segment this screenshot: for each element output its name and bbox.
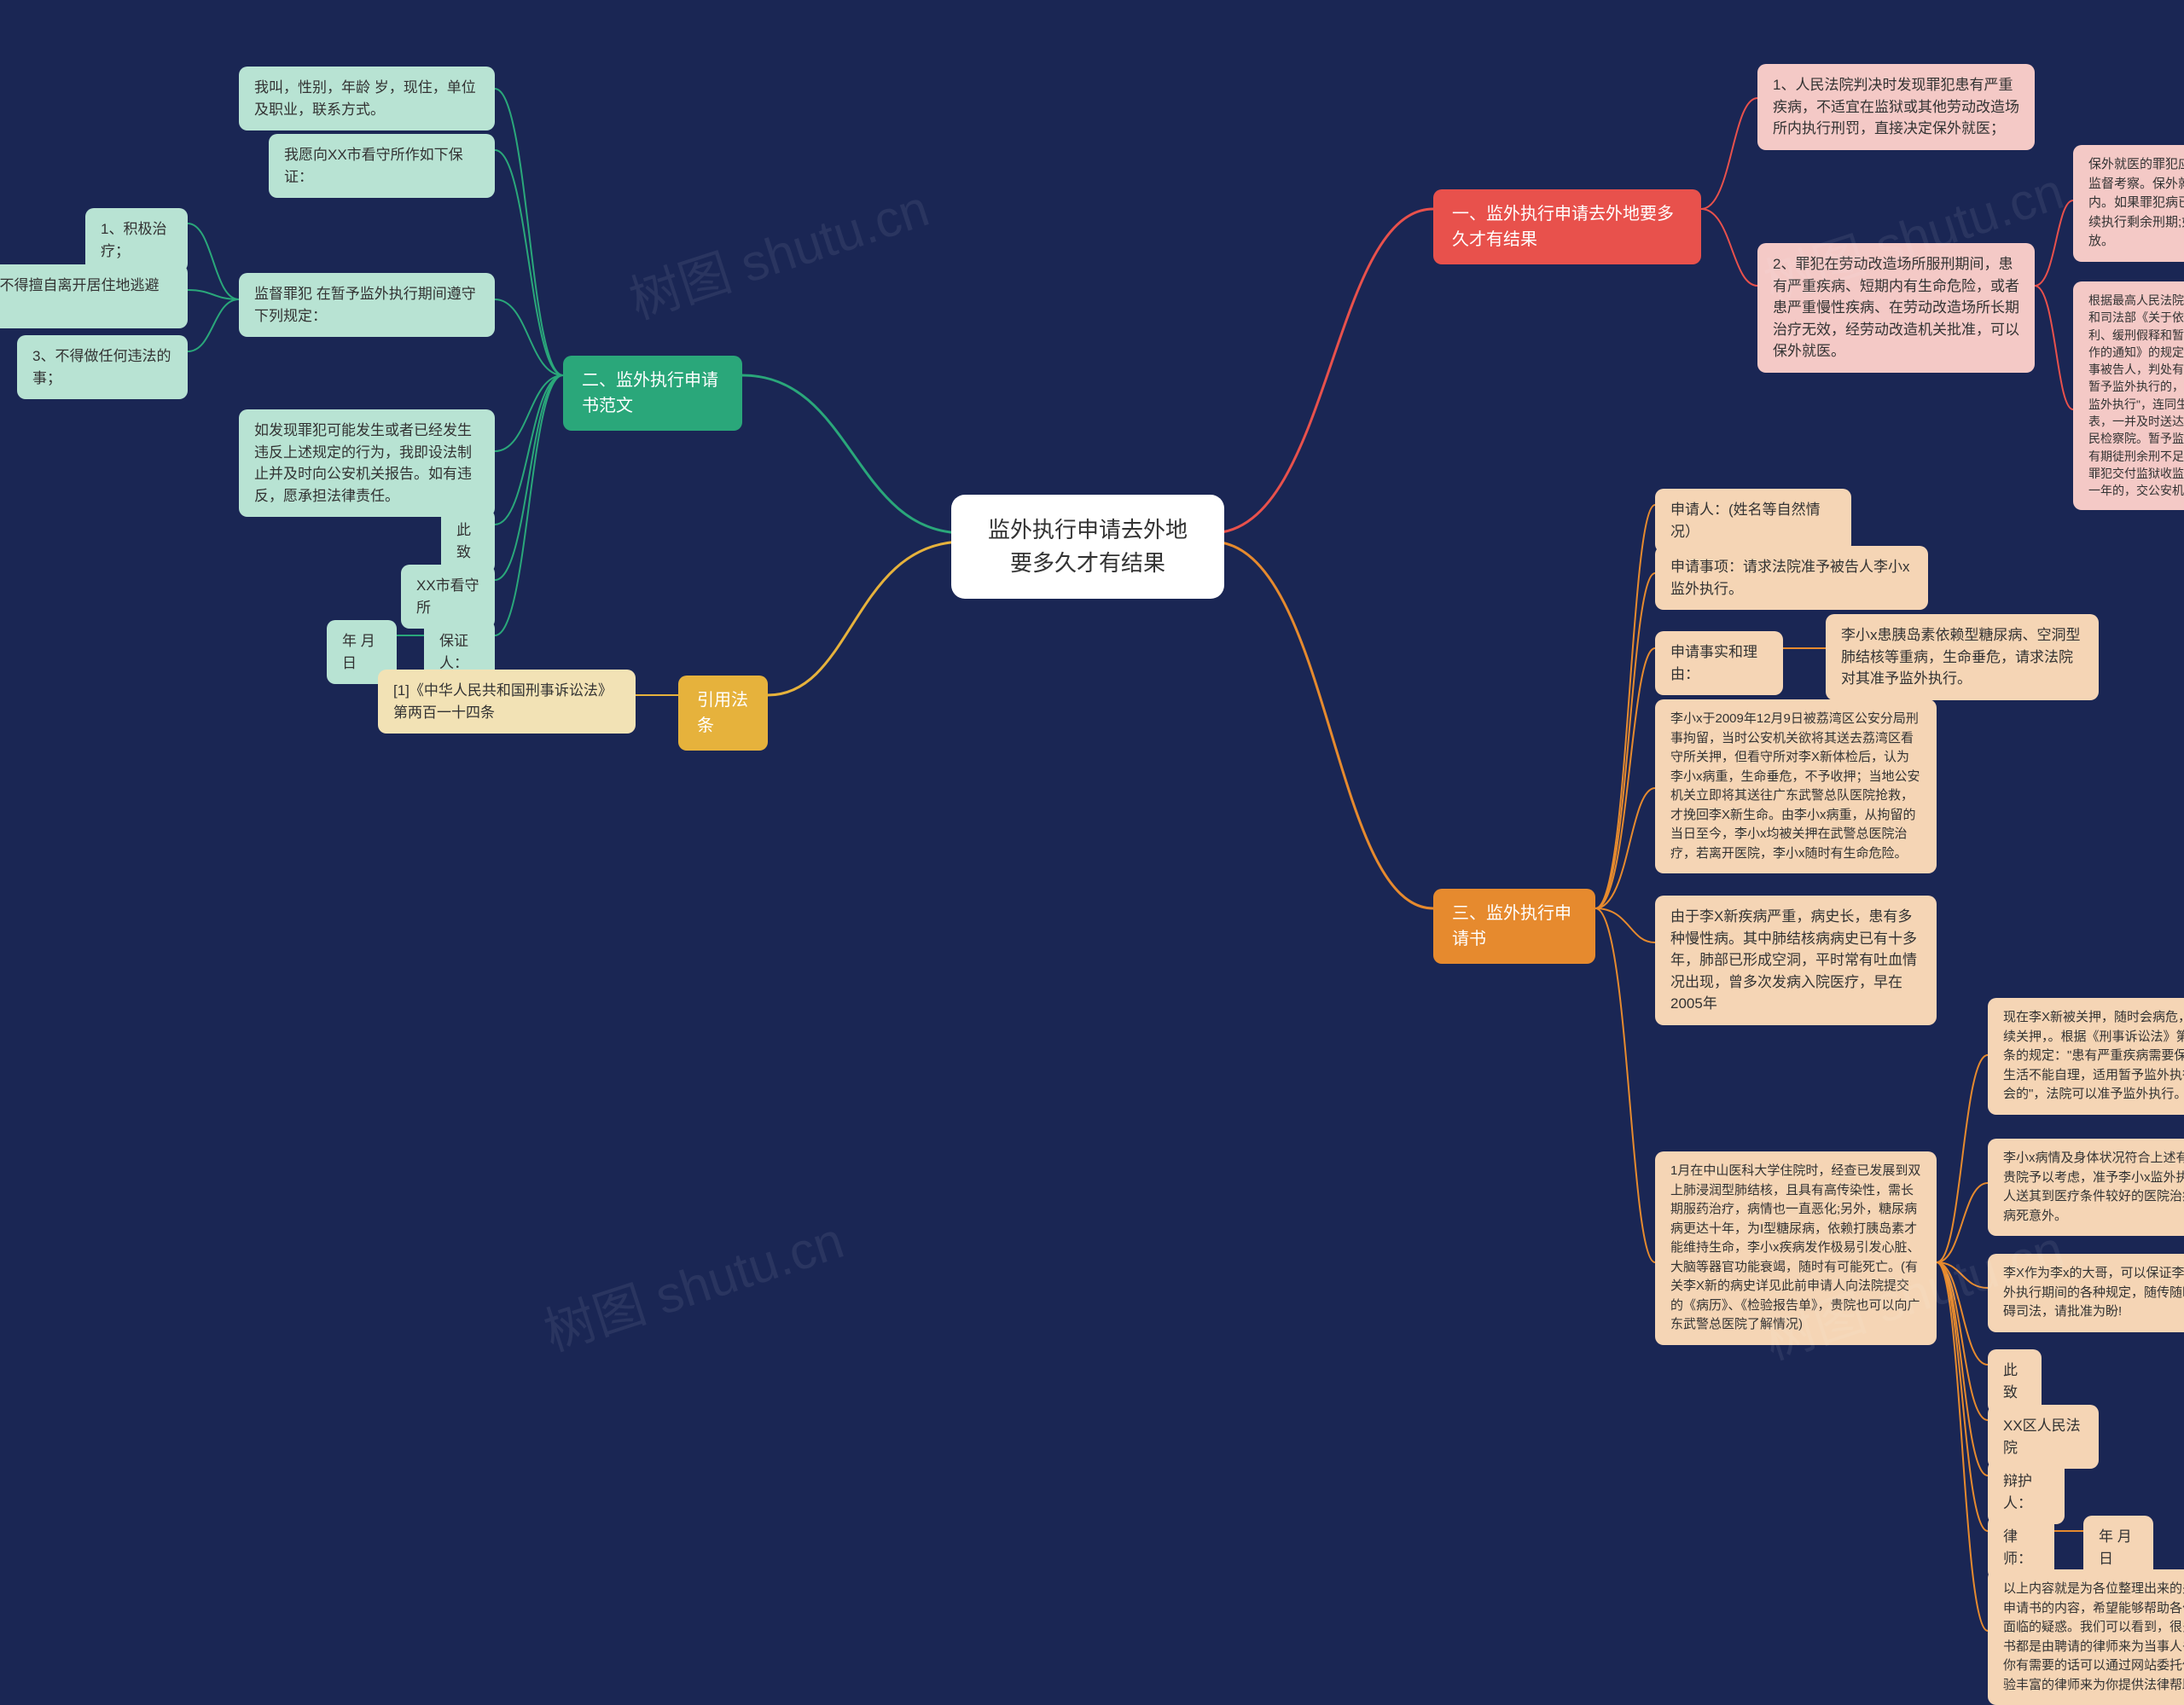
b3-6-5[interactable]: XX区人民法院 <box>1988 1405 2099 1469</box>
b2-3-2[interactable]: 2、未经批准，不得擅自离开居住地逃避管理； <box>0 264 188 328</box>
b3-5[interactable]: 由于李X新疾病严重，病史长，患有多种慢性病。其中肺结核病病史已有十多年，肺部已形… <box>1655 896 1937 1025</box>
center-node[interactable]: 监外执行申请去外地要多久才有结果 <box>951 495 1224 599</box>
b3-6[interactable]: 1月在中山医科大学住院时，经查已发展到双上肺浸润型肺结核，且具有高传染性，需长期… <box>1655 1151 1937 1345</box>
b3-4[interactable]: 李小x于2009年12月9日被荔湾区公安分局刑事拘留，当时公安机关欲将其送去荔湾… <box>1655 699 1937 873</box>
b2-2[interactable]: 我愿向XX市看守所作如下保证： <box>269 134 495 198</box>
b4-1[interactable]: [1]《中华人民共和国刑事诉讼法》 第两百一十四条 <box>378 670 636 734</box>
b2-6[interactable]: XX市看守所 <box>401 565 495 629</box>
branch-1[interactable]: 一、监外执行申请去外地要多久才有结果 <box>1433 189 1701 264</box>
b3-6-8[interactable]: 以上内容就是为各位整理出来的关于监外执行申请书的内容，希望能够帮助各位解决目前所… <box>1988 1569 2184 1705</box>
branch-2[interactable]: 二、监外执行申请书范文 <box>563 356 742 431</box>
b3-3-1[interactable]: 李小x患胰岛素依赖型糖尿病、空洞型肺结核等重病，生命垂危，请求法院对其准予监外执… <box>1826 614 2099 700</box>
b2-3-1[interactable]: 1、积极治疗； <box>85 208 188 272</box>
b1-1[interactable]: 1、人民法院判决时发现罪犯患有严重疾病，不适宜在监狱或其他劳动改造场所内执行刑罚… <box>1757 64 2035 150</box>
b3-6-6[interactable]: 辩护人： <box>1988 1460 2065 1524</box>
b3-6-3[interactable]: 李X作为李x的大哥，可以保证李小x能遵守监外执行期间的各种规定，随传随时到案，不… <box>1988 1254 2184 1332</box>
b3-2[interactable]: 申请事项：请求法院准予被告人李小x监外执行。 <box>1655 546 1928 610</box>
b2-4[interactable]: 如发现罪犯可能发生或者已经发生违反上述规定的行为，我即设法制止并及时向公安机关报… <box>239 409 495 517</box>
b1-2-1[interactable]: 保外就医的罪犯应由罪犯所在地的公安机关监督考察。保外就医期间应计算在刑期之内。如… <box>2073 145 2184 262</box>
b2-3-3[interactable]: 3、不得做任何违法的事； <box>17 335 188 399</box>
b3-6-2[interactable]: 李小x病情及身体状况符合上述有关情形，请贵院予以考虑，准予李小x监外执行，让其家… <box>1988 1139 2184 1236</box>
b1-2-2[interactable]: 根据最高人民法院、最高人民检察院、公安部和司法部《关于依法加强对管制、剥夺政治权… <box>2073 281 2184 510</box>
b2-5[interactable]: 此致 <box>441 509 495 573</box>
b3-1[interactable]: 申请人：(姓名等自然情况） <box>1655 489 1851 553</box>
b1-2[interactable]: 2、罪犯在劳动改造场所服刑期间，患有严重疾病、短期内有生命危险，或者患严重慢性疾… <box>1757 243 2035 373</box>
branch-3[interactable]: 三、监外执行申请书 <box>1433 889 1595 964</box>
b2-1[interactable]: 我叫，性别，年龄 岁，现住，单位及职业，联系方式。 <box>239 67 495 130</box>
b3-6-4[interactable]: 此致 <box>1988 1349 2042 1413</box>
b3-6-1[interactable]: 现在李X新被关押，随时会病危，其不适合继续关押，。根据《刑事诉讼法》第二百一十四… <box>1988 998 2184 1115</box>
b2-3[interactable]: 监督罪犯 在暂予监外执行期间遵守下列规定： <box>239 273 495 337</box>
b3-3[interactable]: 申请事实和理由： <box>1655 631 1783 695</box>
branch-4[interactable]: 引用法条 <box>678 676 768 751</box>
